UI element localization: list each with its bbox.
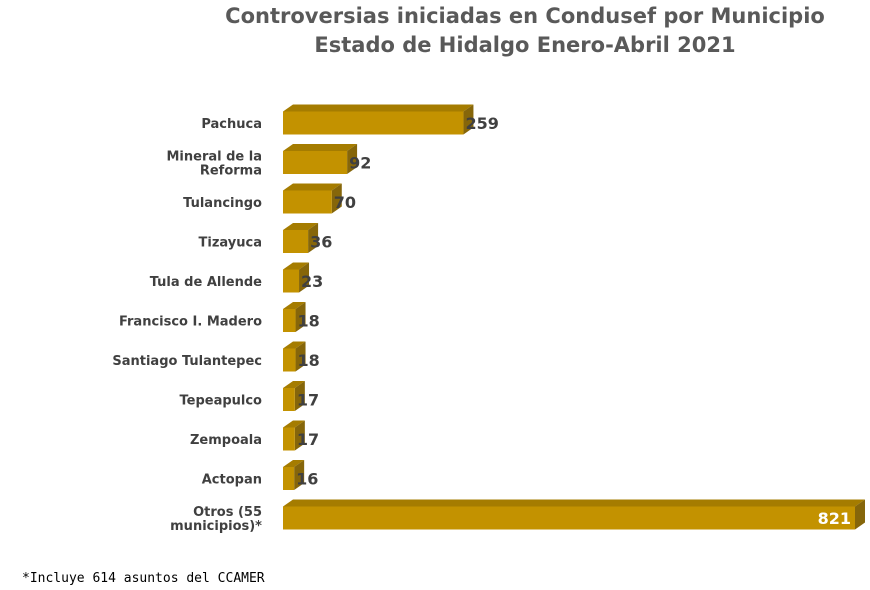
bar-side [299,262,310,293]
bar [283,111,464,135]
category-label: Tizayuca [199,236,262,251]
data-label: 16 [296,470,318,489]
category-label: Pachuca [201,117,262,132]
data-label: 259 [465,114,498,133]
bar-top [283,302,306,309]
category-label: Francisco I. Madero [119,315,262,330]
category-label: municipios)* [170,519,262,534]
bar [283,230,309,253]
category-label: Otros (55 [193,505,262,520]
bar [283,269,300,293]
category-label: Actopan [202,473,262,488]
bar-top [283,223,319,230]
data-label: 36 [310,233,332,252]
bar [283,427,295,451]
category-label: Mineral de la [166,150,262,165]
bar-side [294,420,305,451]
bar-top [283,499,865,507]
bar-side [295,302,306,332]
bar-top [283,104,474,112]
title-line-2: Estado de Hidalgo Enero-Abril 2021 [314,33,736,57]
bar-top [283,460,305,467]
category-label: Santiago Tulantepec [112,354,262,369]
category-label: Zempoala [190,433,262,448]
bar-side [347,144,358,174]
bar-side [294,460,305,490]
data-label: 70 [334,193,356,212]
data-label: 17 [297,430,319,449]
category-label: Reforma [200,164,262,179]
bar [283,506,855,530]
bar [283,348,296,372]
data-label: 18 [298,351,320,370]
bar-side [331,183,342,214]
category-label: Tula de Allende [150,275,262,290]
category-label: Tulancingo [183,196,262,211]
data-label: 17 [297,391,319,410]
bar-side [855,499,865,530]
bar [283,151,348,174]
bar-top [283,144,358,151]
category-label: Tepeapulco [179,394,262,409]
bar-side [294,381,305,411]
data-label: 23 [301,272,323,291]
bar-top [283,183,342,191]
data-label: 18 [298,312,320,331]
data-label: 821 [818,509,851,528]
footnote: *Incluye 614 asuntos del CCAMER [22,571,265,586]
title-line-1: Controversias iniciadas en Condusef por … [225,4,825,28]
bar [283,309,296,332]
bar-side [308,223,319,253]
data-label: 92 [349,154,371,173]
bar-top [283,341,306,349]
bar [283,467,295,490]
chart-title: Controversias iniciadas en Condusef por … [0,2,870,60]
bar-side [295,341,306,372]
bar-top [283,262,310,270]
bar [283,388,295,411]
bar-side [463,104,474,135]
bar-top [283,420,305,428]
bar [283,190,332,214]
bar-top [283,381,305,388]
